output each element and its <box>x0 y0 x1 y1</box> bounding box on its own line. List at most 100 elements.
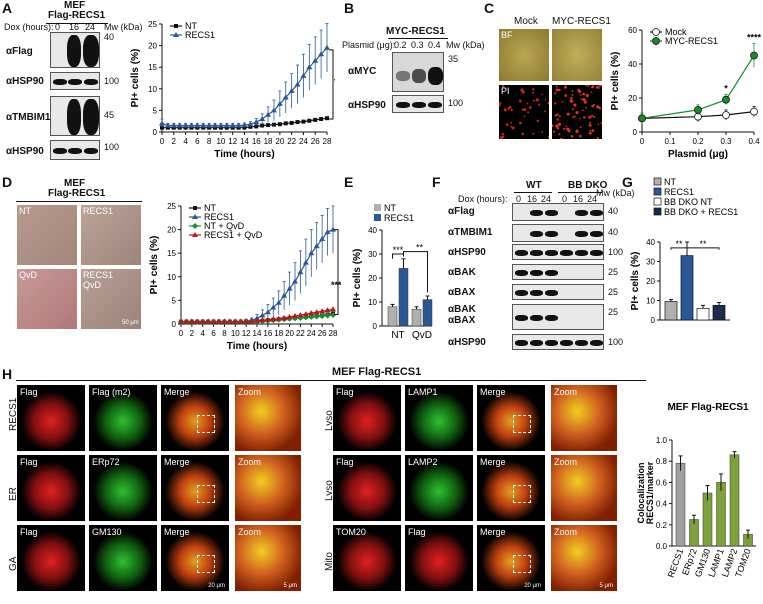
data-point <box>206 122 213 128</box>
c-row-bf: BF <box>501 30 513 40</box>
pi-cell <box>541 93 544 96</box>
data-point <box>259 312 266 318</box>
pi-cell <box>579 117 581 120</box>
data-point <box>638 114 646 123</box>
data-point <box>243 318 250 324</box>
a-row-tmbim1: αTMBIM1 <box>6 112 51 123</box>
pi-cell <box>570 135 574 138</box>
pi-cell <box>521 132 524 136</box>
significance-label: **** <box>334 76 335 86</box>
f-dox-24b: 24 <box>587 194 598 204</box>
data-point <box>313 243 320 249</box>
h-micrograph: Flag (m2) <box>88 384 158 452</box>
data-point <box>319 236 326 242</box>
c-row-pi: PI <box>501 86 510 96</box>
panel-label-g: G <box>622 174 633 190</box>
data-point <box>281 314 288 320</box>
h-channel-label: Flag <box>20 387 38 397</box>
data-point <box>259 317 266 323</box>
band <box>530 231 543 237</box>
data-point <box>694 106 702 114</box>
pi-cell <box>531 91 534 94</box>
pi-cell <box>521 108 524 111</box>
data-point <box>270 107 277 113</box>
pi-cell <box>600 122 602 125</box>
pi-cell <box>575 129 579 133</box>
pi-cell <box>552 130 556 133</box>
series-line <box>161 47 328 127</box>
band <box>515 315 528 321</box>
h-micrograph: Flag <box>16 454 86 522</box>
h-channel-label: Zoom <box>554 387 578 397</box>
h-channel-label: Zoom <box>238 457 262 467</box>
pi-cell <box>569 99 573 103</box>
band <box>530 340 543 346</box>
a-dox-16: 16 <box>69 22 80 32</box>
x-tick-label: 10 <box>231 329 240 338</box>
d-cell-title-1: MEF <box>64 178 86 189</box>
b-mw-35: 35 <box>448 54 459 64</box>
legend-marker <box>193 206 197 210</box>
legend-label: BB DKO + RECS1 <box>664 207 738 217</box>
d-tile-recs1-qvd <box>80 268 142 330</box>
data-point <box>288 87 295 93</box>
h-micrograph: Flag <box>332 454 402 522</box>
h-channel-label: TOM20 <box>336 527 366 537</box>
f-mw-marker: 100 <box>608 337 624 347</box>
b-row-hsp90: αHSP90 <box>348 100 386 111</box>
y-tick-label: 0.2 <box>656 521 668 530</box>
y-tick-label: 20 <box>148 42 157 51</box>
pi-cell <box>499 103 501 107</box>
pi-cell <box>533 99 535 102</box>
f-blot-lane-strip <box>512 244 604 260</box>
pi-cell <box>585 93 589 98</box>
data-point <box>722 95 730 104</box>
y-tick-label: 0.6 <box>656 478 668 487</box>
y-tick-label: 10 <box>167 273 176 282</box>
data-point <box>232 318 239 324</box>
h-channel-label: Flag (m2) <box>92 387 131 397</box>
legend-label: RECS1 <box>204 212 234 222</box>
x-tick-label: 12 <box>228 137 237 146</box>
pi-cell <box>558 133 561 136</box>
pi-cell <box>554 114 557 117</box>
chart-title: MEF Flag-RECS1 <box>667 402 749 413</box>
x-tick-label: 8 <box>207 137 212 146</box>
panel-label-e: E <box>344 174 354 190</box>
y-tick-label: 0 <box>651 316 656 325</box>
band <box>515 250 528 256</box>
d-tile-recs1 <box>80 204 142 266</box>
f-dox-16a: 16 <box>527 194 538 204</box>
data-point <box>194 122 201 128</box>
y-tick-label: 40 <box>646 238 655 247</box>
h-channel-label: Flag <box>336 457 354 467</box>
y-tick-label: 0.4 <box>656 500 668 509</box>
a-dox-label: Dox (hours): <box>4 22 54 32</box>
f-dox-0a: 0 <box>516 194 522 204</box>
pi-cell <box>590 91 593 94</box>
data-point <box>308 313 315 320</box>
significance-label: ** <box>675 239 683 249</box>
chart-d: 0 2 4 6 8 10 12 14 16 18 20 22 24 26 280510152025Time … <box>149 202 341 352</box>
data-point <box>275 299 282 305</box>
data-point <box>254 317 260 323</box>
pi-cell <box>588 115 592 119</box>
band <box>575 340 588 346</box>
data-point <box>270 316 277 322</box>
a-mw-40: 40 <box>104 32 115 42</box>
pi-cell <box>538 103 541 106</box>
band <box>515 340 528 346</box>
pi-cell <box>598 85 602 87</box>
data-point <box>292 278 298 284</box>
a-mw-100-1: 100 <box>104 76 120 86</box>
h-micrograph: Zoom <box>234 454 302 522</box>
y-tick-label: 5 <box>172 296 177 305</box>
pi-cell <box>579 126 582 129</box>
h-channel-label: Merge <box>480 527 506 537</box>
pi-cell <box>573 103 577 107</box>
legend-label: RECS1 + QvD <box>204 230 263 240</box>
x-tick-label: 4 <box>183 137 188 146</box>
f-mw-marker: 25 <box>608 287 619 297</box>
data-point <box>319 308 326 314</box>
pi-cell <box>573 115 576 118</box>
